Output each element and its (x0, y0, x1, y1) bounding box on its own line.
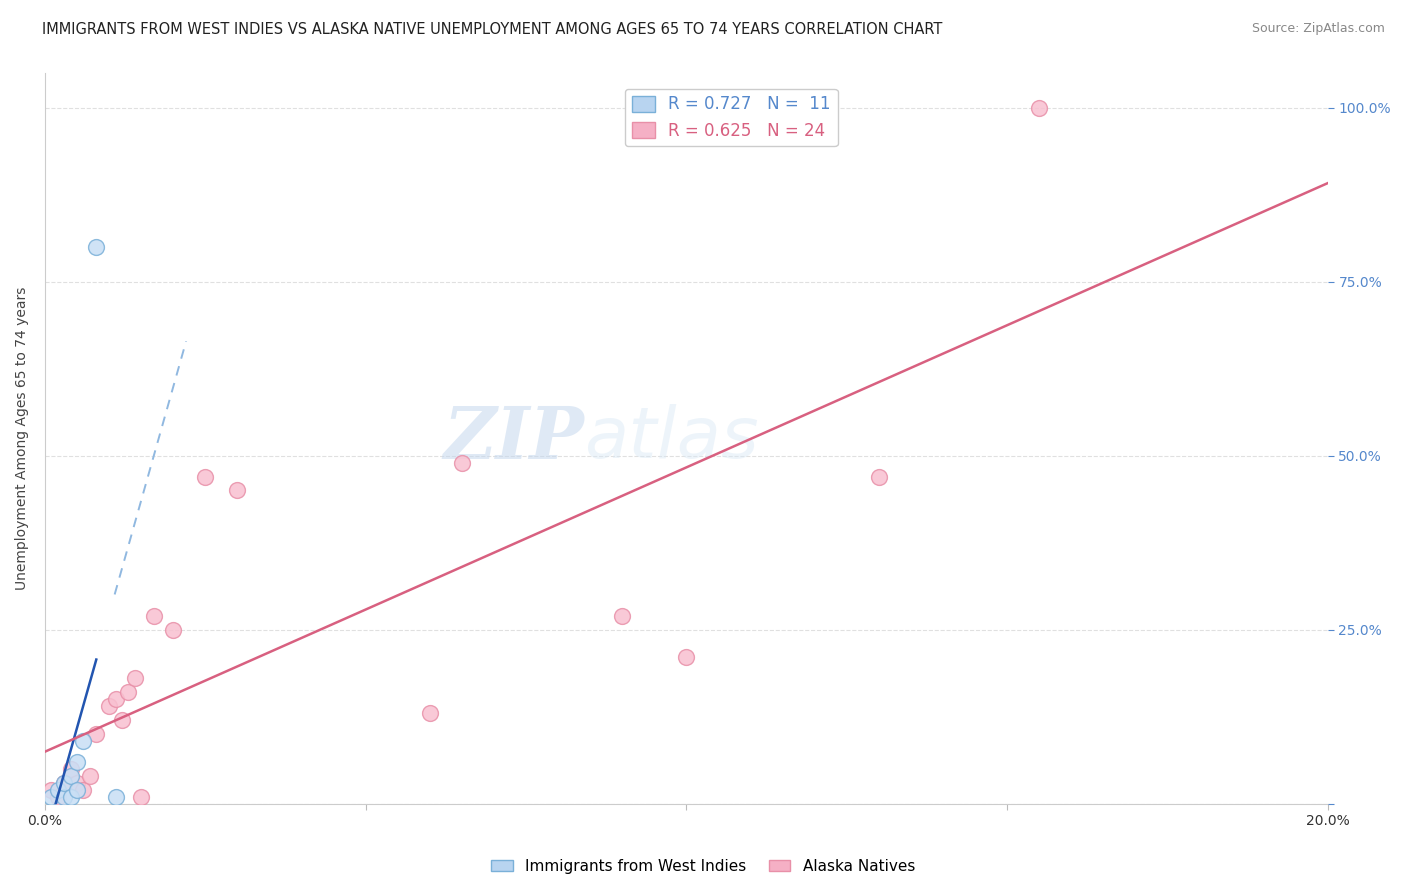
Point (143, 608, 166, 623)
Point (675, 650, 697, 665)
Point (129, 789, 152, 804)
Point (194, 469, 217, 483)
Point (104, 692, 127, 706)
Point (98, 699, 121, 714)
Text: IMMIGRANTS FROM WEST INDIES VS ALASKA NATIVE UNEMPLOYMENT AMONG AGES 65 TO 74 YE: IMMIGRANTS FROM WEST INDIES VS ALASKA NA… (42, 22, 942, 37)
Point (104, 789, 127, 804)
Point (72, 734, 94, 748)
Text: Source: ZipAtlas.com: Source: ZipAtlas.com (1251, 22, 1385, 36)
Point (59, 769, 82, 783)
Point (72, 782, 94, 797)
Point (419, 706, 441, 720)
Point (612, 608, 634, 623)
Point (868, 469, 890, 483)
Point (53, 775, 76, 789)
Text: ZIP: ZIP (443, 403, 583, 474)
Point (84, 240, 107, 254)
Text: atlas: atlas (583, 404, 758, 473)
Point (79, 769, 101, 783)
Point (451, 456, 474, 470)
Point (53, 789, 76, 804)
Point (66, 775, 89, 789)
Point (124, 671, 146, 685)
Point (66, 782, 89, 797)
Point (226, 483, 249, 498)
Point (111, 713, 134, 727)
Point (59, 762, 82, 776)
Point (46, 782, 69, 797)
Point (117, 685, 139, 699)
Y-axis label: Unemployment Among Ages 65 to 74 years: Unemployment Among Ages 65 to 74 years (15, 286, 30, 590)
Point (84, 727, 107, 741)
Point (66, 755, 89, 769)
Point (41, 789, 63, 804)
Point (1028, 101, 1050, 115)
Legend: Immigrants from West Indies, Alaska Natives: Immigrants from West Indies, Alaska Nati… (485, 853, 921, 880)
Point (46, 789, 69, 804)
Point (162, 623, 184, 637)
Legend: R = 0.727   N =  11, R = 0.625   N = 24: R = 0.727 N = 11, R = 0.625 N = 24 (626, 88, 838, 146)
Point (53, 775, 76, 789)
Point (59, 789, 82, 804)
Point (41, 782, 63, 797)
